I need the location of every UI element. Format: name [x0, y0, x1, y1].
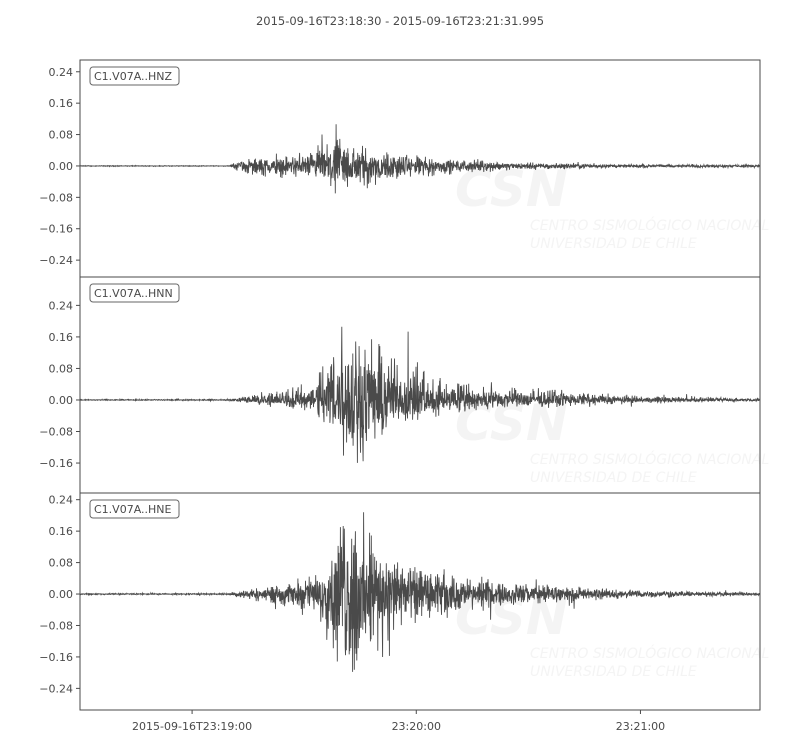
watermark-line1: CENTRO SISMOLÓGICO NACIONAL	[530, 450, 769, 468]
x-tick-label: 23:21:00	[616, 720, 665, 733]
watermark-line1: CENTRO SISMOLÓGICO NACIONAL	[530, 644, 769, 662]
watermark-line2: UNIVERSIDAD DE CHILE	[530, 664, 697, 680]
y-tick-label: 0.16	[49, 331, 74, 344]
trace-label: C1.V07A..HNE	[94, 503, 172, 516]
y-tick-label: 0.08	[49, 129, 74, 142]
trace-label: C1.V07A..HNN	[94, 287, 173, 300]
trace-label-box	[89, 499, 180, 519]
watermark-line2: UNIVERSIDAD DE CHILE	[530, 470, 697, 486]
y-tick-label: 0.24	[49, 299, 74, 312]
y-tick-label: 0.16	[49, 97, 74, 110]
y-tick-label: 0.16	[49, 525, 74, 538]
y-tick-label: −0.08	[39, 619, 73, 632]
waveform-C1.V07A..HNZ	[79, 124, 761, 194]
chart-title: 2015-09-16T23:18:30 - 2015-09-16T23:21:3…	[256, 14, 544, 28]
x-tick-label: 2015-09-16T23:19:00	[132, 720, 252, 733]
y-tick-label: −0.08	[39, 191, 73, 204]
trace-label: C1.V07A..HNZ	[94, 70, 173, 83]
y-tick-label: 0.24	[49, 494, 74, 507]
y-tick-label: −0.16	[39, 223, 73, 236]
y-tick-label: −0.08	[39, 426, 73, 439]
y-tick-label: 0.08	[49, 362, 74, 375]
y-tick-label: −0.24	[39, 682, 73, 695]
watermark-line1: CENTRO SISMOLÓGICO NACIONAL	[530, 216, 769, 234]
y-tick-label: −0.16	[39, 651, 73, 664]
y-tick-label: 0.24	[49, 66, 74, 79]
y-tick-label: 0.00	[49, 160, 74, 173]
waveform-C1.V07A..HNN	[79, 326, 761, 463]
watermark-logo-text: CSN	[455, 160, 568, 218]
y-tick-label: 0.00	[49, 394, 74, 407]
y-tick-label: 0.00	[49, 588, 74, 601]
y-tick-label: −0.16	[39, 457, 73, 470]
x-tick-label: 23:20:00	[392, 720, 441, 733]
watermark-line2: UNIVERSIDAD DE CHILE	[530, 236, 697, 252]
trace-label-box	[89, 283, 180, 303]
trace-label-box	[89, 66, 180, 86]
y-tick-label: 0.08	[49, 557, 74, 570]
y-tick-label: −0.24	[39, 254, 73, 267]
axes-frame	[79, 492, 761, 711]
waveform-C1.V07A..HNE	[79, 512, 761, 672]
